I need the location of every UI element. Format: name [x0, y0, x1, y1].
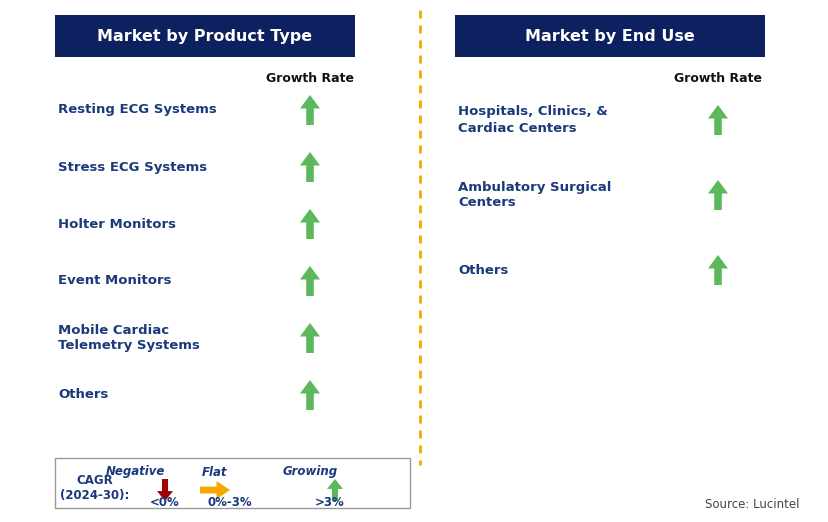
Text: Resting ECG Systems: Resting ECG Systems [58, 103, 216, 116]
Text: Hospitals, Clinics, &
Cardiac Centers: Hospitals, Clinics, & Cardiac Centers [457, 105, 607, 135]
Polygon shape [707, 180, 727, 210]
Text: Others: Others [457, 264, 508, 277]
Polygon shape [326, 479, 343, 501]
Text: Mobile Cardiac
Telemetry Systems: Mobile Cardiac Telemetry Systems [58, 324, 200, 352]
Polygon shape [200, 481, 229, 499]
Text: Others: Others [58, 388, 108, 401]
Polygon shape [707, 255, 727, 285]
Text: Negative: Negative [105, 466, 165, 479]
FancyBboxPatch shape [455, 15, 764, 57]
Text: Growth Rate: Growth Rate [266, 72, 354, 85]
FancyBboxPatch shape [55, 458, 410, 508]
Polygon shape [300, 323, 320, 353]
Text: <0%: <0% [150, 495, 180, 508]
FancyBboxPatch shape [55, 15, 354, 57]
Polygon shape [300, 380, 320, 410]
Text: Growing: Growing [282, 466, 337, 479]
Text: CAGR: CAGR [76, 473, 113, 487]
Text: Market by Product Type: Market by Product Type [98, 29, 312, 43]
Polygon shape [300, 95, 320, 125]
Polygon shape [707, 105, 727, 135]
Text: Growth Rate: Growth Rate [673, 72, 761, 85]
Text: Event Monitors: Event Monitors [58, 275, 171, 288]
Text: 0%-3%: 0%-3% [208, 495, 252, 508]
Polygon shape [156, 479, 173, 501]
Text: Source: Lucintel: Source: Lucintel [705, 499, 799, 512]
Text: Market by End Use: Market by End Use [524, 29, 694, 43]
Polygon shape [300, 152, 320, 182]
Text: Stress ECG Systems: Stress ECG Systems [58, 160, 207, 173]
Text: Ambulatory Surgical
Centers: Ambulatory Surgical Centers [457, 181, 610, 209]
Polygon shape [300, 266, 320, 296]
Text: >3%: >3% [315, 495, 344, 508]
Text: Holter Monitors: Holter Monitors [58, 218, 176, 231]
Text: Flat: Flat [202, 466, 228, 479]
Polygon shape [300, 209, 320, 239]
Text: (2024-30):: (2024-30): [60, 489, 129, 502]
